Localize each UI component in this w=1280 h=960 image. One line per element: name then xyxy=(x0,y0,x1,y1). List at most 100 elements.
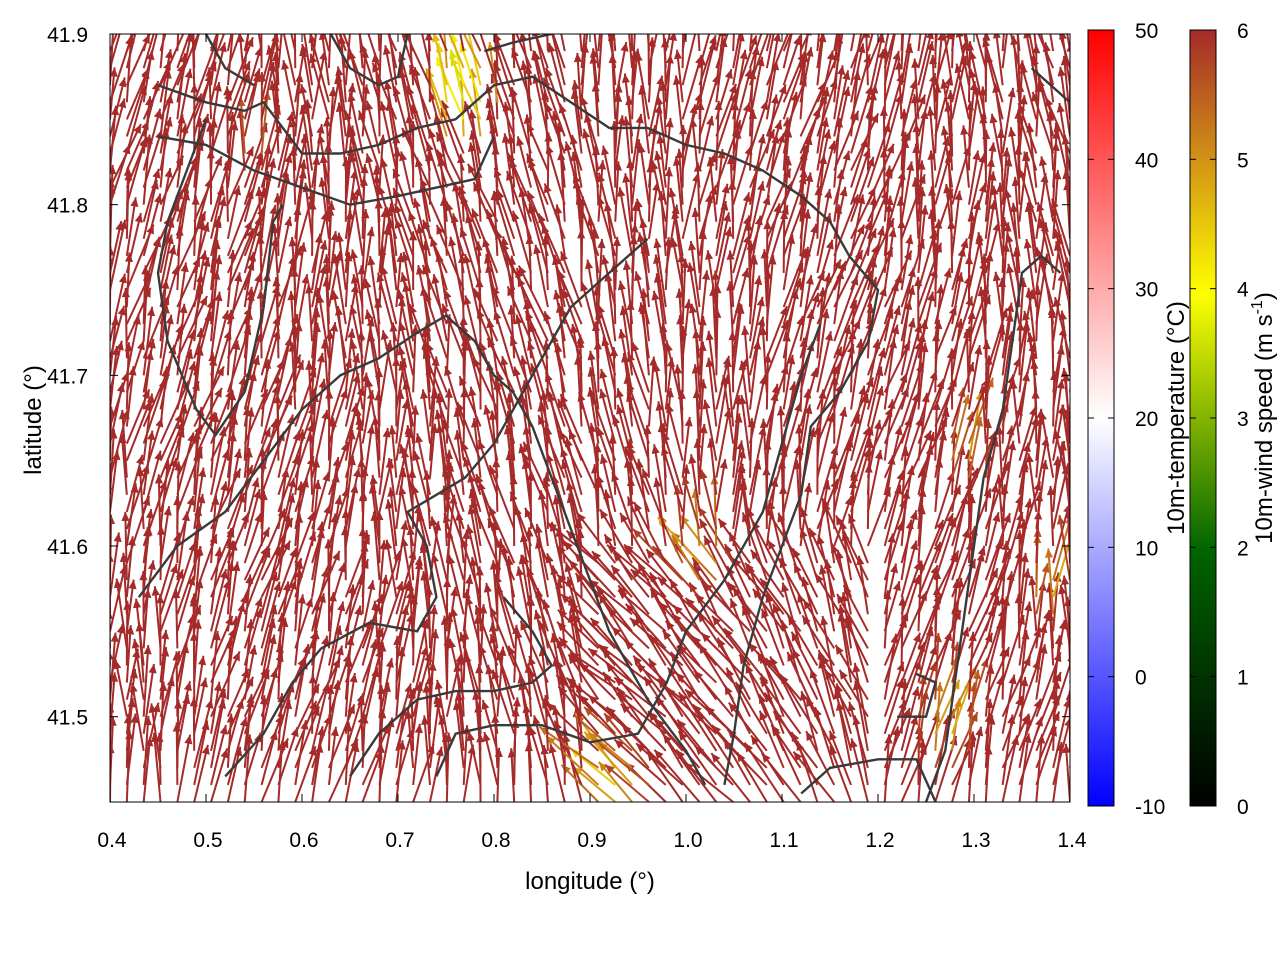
wind-arrow xyxy=(665,341,684,410)
wind-arrow xyxy=(226,272,241,342)
wind-arrow-head xyxy=(633,655,643,666)
wind-arrow xyxy=(294,367,317,427)
wind-arrow xyxy=(1048,583,1055,649)
wind-arrow xyxy=(917,487,925,547)
wind-arrow xyxy=(441,419,465,479)
wind-arrow xyxy=(361,639,377,700)
wind-arrow-head xyxy=(601,145,610,156)
wind-arrow xyxy=(412,723,421,786)
wind-arrow xyxy=(110,623,124,683)
wind-arrow xyxy=(294,745,317,802)
wind-arrow-head xyxy=(742,215,751,226)
wind-arrow-head xyxy=(234,448,243,459)
wind-arrow xyxy=(934,146,953,205)
wind-arrow xyxy=(790,631,819,683)
wind-arrow xyxy=(681,92,703,154)
wind-arrow xyxy=(545,472,549,529)
wind-arrow xyxy=(900,590,928,649)
wind-arrow xyxy=(360,330,364,393)
wind-arrow xyxy=(226,86,229,154)
wind-arrow xyxy=(311,528,324,598)
wind-arrow-head xyxy=(330,290,340,301)
wind-arrow-head xyxy=(622,173,631,183)
wind-arrow xyxy=(441,100,465,154)
wind-arrow-head xyxy=(682,475,690,486)
wind-arrow xyxy=(1018,151,1029,222)
wind-arrow-head xyxy=(653,477,662,488)
wind-arrow-head xyxy=(1006,302,1015,313)
wind-arrow-head xyxy=(828,140,837,151)
wind-arrow-head xyxy=(992,271,1001,282)
wind-arrow-head xyxy=(836,515,844,526)
wind-arrow-head xyxy=(147,430,156,441)
wind-arrow xyxy=(110,77,126,137)
wind-arrow-head xyxy=(824,188,833,199)
wind-arrow xyxy=(917,645,938,700)
wind-arrow-head xyxy=(169,563,178,574)
wind-arrow-head xyxy=(748,643,758,653)
wind-arrow-head xyxy=(335,232,344,243)
wind-arrow xyxy=(934,400,938,461)
wind-arrow xyxy=(257,186,263,256)
wind-arrow xyxy=(1069,397,1070,410)
wind-arrow xyxy=(657,401,667,461)
wind-arrow-head xyxy=(800,507,808,518)
wind-arrow xyxy=(799,46,813,103)
wind-arrow-head xyxy=(372,165,381,175)
wind-arrow xyxy=(741,605,768,666)
wind-arrow xyxy=(917,724,920,785)
wind-arrow-head xyxy=(579,664,590,673)
wind-arrow-head xyxy=(1060,575,1070,585)
wind-arrow-head xyxy=(598,644,609,654)
wind-arrow xyxy=(176,34,200,86)
wind-arrow xyxy=(580,196,585,256)
wind-arrow-head xyxy=(284,153,293,164)
wind-arrow xyxy=(698,379,705,444)
wind-arrow xyxy=(469,504,482,564)
wind-arrow-head xyxy=(110,652,114,660)
wind-arrow xyxy=(677,730,718,786)
wind-arrow-head xyxy=(636,743,646,753)
wind-arrow xyxy=(866,366,883,427)
wind-arrow-head xyxy=(431,356,440,366)
wind-arrow xyxy=(135,598,145,666)
wind-arrow xyxy=(591,550,633,598)
wind-arrow xyxy=(176,575,195,632)
wind-arrow xyxy=(715,92,738,154)
wind-arrow xyxy=(900,446,908,512)
wind-arrow-head xyxy=(1076,551,1084,561)
wind-arrow xyxy=(292,146,297,205)
wind-arrow xyxy=(327,625,342,683)
wind-arrow-head xyxy=(335,645,344,656)
wind-arrow xyxy=(125,166,130,222)
wind-arrow xyxy=(429,746,443,802)
wind-arrow-head xyxy=(351,742,360,753)
wind-arrow-head xyxy=(1018,168,1027,179)
wind-arrow-head xyxy=(557,398,566,409)
wind-arrow xyxy=(900,574,921,632)
wind-arrow-head xyxy=(639,218,648,229)
wind-arrow xyxy=(587,647,633,684)
wind-arrow xyxy=(510,86,533,154)
wind-arrow-head xyxy=(606,544,617,554)
wind-arrow-head xyxy=(385,658,394,668)
wind-arrow xyxy=(917,541,942,598)
wind-arrow xyxy=(277,216,292,274)
wind-arrow xyxy=(423,715,431,786)
wind-arrow-head xyxy=(802,615,811,626)
wind-arrow xyxy=(1065,257,1070,325)
wind-arrow-head xyxy=(968,631,977,642)
wind-arrow-head xyxy=(298,159,307,170)
wind-arrow-head xyxy=(156,594,165,604)
wind-arrow xyxy=(260,581,281,649)
wind-arrow xyxy=(311,378,326,444)
wind-arrow xyxy=(138,466,145,529)
wind-arrow-head xyxy=(605,764,615,774)
wind-arrow-head xyxy=(757,134,766,144)
wind-arrow xyxy=(958,34,970,86)
wind-arrow xyxy=(615,693,667,735)
wind-arrow xyxy=(226,716,248,786)
wind-arrow-head xyxy=(414,723,423,734)
wind-arrow xyxy=(698,56,704,120)
wind-arrow xyxy=(883,734,891,802)
